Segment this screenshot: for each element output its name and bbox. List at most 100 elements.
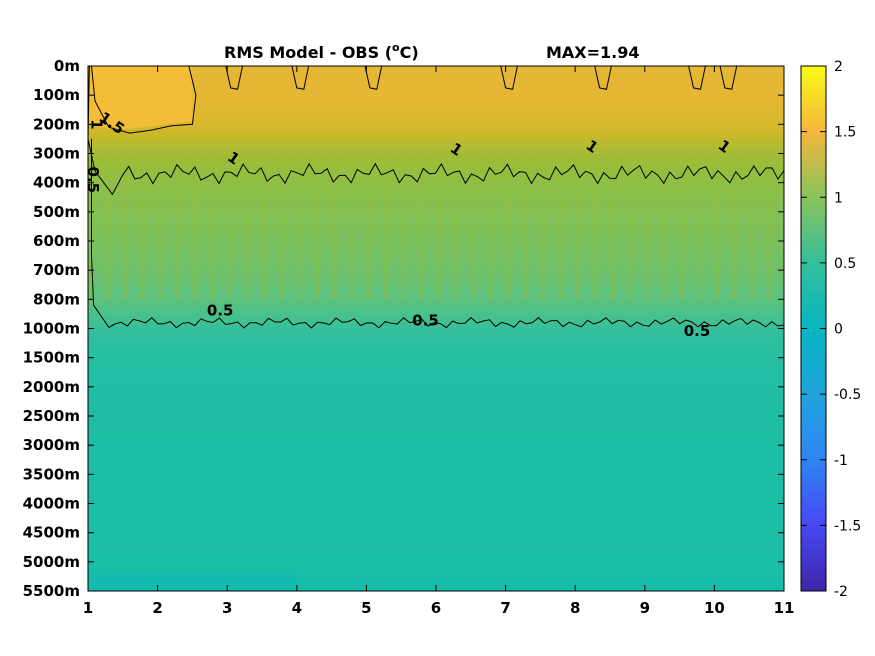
field-band [88, 474, 784, 480]
colorbar-tick-label: 1 [834, 190, 843, 206]
field-streak [679, 147, 685, 300]
field-band [88, 386, 784, 393]
field-band [88, 172, 784, 179]
field-band [88, 226, 784, 232]
field-band [88, 493, 784, 500]
field-band [88, 153, 784, 159]
field-band [88, 211, 784, 218]
colorbar-tick-label: 2 [834, 59, 843, 75]
y-tick-label: 2000m [23, 378, 80, 396]
field-band [88, 503, 784, 509]
field-band [88, 542, 784, 548]
contour-1.5-top-6 [719, 66, 738, 90]
field-band [88, 309, 784, 315]
field-band [88, 508, 784, 514]
field-streak [662, 147, 668, 300]
field-band [88, 518, 784, 524]
chart-title: RMS Model - OBS (oC) [224, 41, 419, 62]
field-band [88, 547, 784, 553]
x-tick-label: 11 [774, 599, 795, 617]
field-band [88, 250, 784, 257]
field-band [88, 454, 784, 461]
field-band [88, 411, 784, 417]
field-streak [523, 147, 528, 300]
field-streak [140, 147, 146, 300]
y-tick-label: 800m [33, 290, 80, 308]
field-streak [279, 147, 285, 300]
field-band [88, 70, 784, 77]
y-tick-label: 4500m [23, 524, 80, 542]
field-band [88, 221, 784, 228]
x-tick-label: 10 [704, 599, 725, 617]
field-band [88, 197, 784, 203]
field-band [88, 440, 784, 446]
y-tick-label: 0m [54, 57, 80, 75]
field-streak [383, 147, 389, 300]
x-tick-label: 8 [570, 599, 580, 617]
field-band [88, 109, 784, 116]
x-tick-label: 7 [500, 599, 510, 617]
y-tick-label: 3500m [23, 465, 80, 483]
field-band [88, 279, 784, 286]
contour-label: 1 [88, 119, 106, 129]
x-tick-label: 6 [431, 599, 441, 617]
field-band [88, 566, 784, 573]
y-tick-label: 1000m [23, 320, 80, 338]
field-band [88, 294, 784, 300]
y-tick-label: 5000m [23, 553, 80, 571]
y-tick-label: 700m [33, 261, 80, 279]
field-streak [122, 147, 128, 300]
x-tick-label: 5 [361, 599, 371, 617]
colorbar: 2 1.5 1 0.5 0 -0.5 -1 -1.5 -2 [800, 59, 861, 600]
contour-label: 0.5 [207, 301, 234, 319]
field-band [88, 576, 784, 582]
field-band [88, 75, 784, 82]
field-band [88, 202, 784, 208]
field-band [88, 347, 784, 354]
field-streak [644, 147, 650, 300]
field-band [88, 513, 784, 519]
y-tick-label: 5500m [23, 582, 80, 600]
field-streak [175, 147, 180, 300]
field-band [88, 241, 784, 247]
field-band [88, 260, 784, 266]
field-streak [296, 147, 302, 300]
field-band [88, 377, 784, 383]
x-tick-label: 3 [222, 599, 232, 617]
field-band [88, 275, 784, 281]
field-band [88, 372, 784, 378]
field-band [88, 216, 784, 223]
field-band [88, 318, 784, 325]
field-band [88, 304, 784, 310]
field-band [88, 484, 784, 490]
field-band [88, 406, 784, 412]
contour-1.5-top-3 [500, 66, 518, 90]
field-band [88, 85, 784, 91]
field-streak [749, 147, 755, 300]
field-band [88, 143, 784, 150]
y-tick-label: 3000m [23, 436, 80, 454]
field-streak [610, 147, 615, 300]
contour-label: 0.5 [684, 322, 711, 340]
field-band [88, 445, 784, 451]
field-band [88, 537, 784, 543]
contour-1.5-top-2 [364, 66, 383, 90]
field-band [88, 522, 784, 529]
field-band [88, 95, 784, 101]
x-tick-label: 9 [640, 599, 650, 617]
max-region-patch [88, 66, 193, 131]
field-band [88, 532, 784, 539]
field-band [88, 265, 784, 271]
field-streak [436, 147, 441, 300]
field-band [88, 527, 784, 534]
field-band [88, 299, 784, 305]
field-band [88, 104, 784, 111]
colorbar-tick-label: 0 [834, 322, 843, 338]
field-streak [697, 147, 702, 300]
field-band [88, 284, 784, 291]
field-band [88, 552, 784, 558]
field-band [88, 100, 784, 106]
y-tick-label: 4000m [23, 495, 80, 513]
deep-low-patch [88, 573, 297, 591]
